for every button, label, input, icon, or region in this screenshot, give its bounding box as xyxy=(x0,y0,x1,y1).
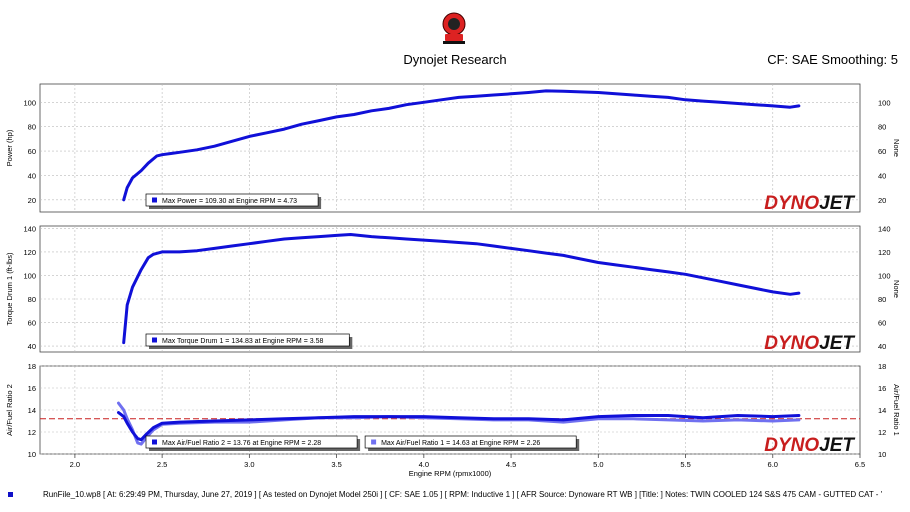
y-tick-label-right: 80 xyxy=(878,295,886,304)
legend-swatch xyxy=(152,337,157,343)
y-axis-label: Power (hp) xyxy=(5,129,14,166)
x-tick-label: 6.0 xyxy=(768,460,778,469)
legend-entry: Max Torque Drum 1 = 134.83 at Engine RPM… xyxy=(162,338,323,345)
legend-box xyxy=(145,435,358,449)
y-axis-label-right: Air/Fuel Ratio 1 xyxy=(892,384,901,436)
y-tick-label-right: 18 xyxy=(878,362,886,371)
x-tick-label: 4.5 xyxy=(506,460,516,469)
correction-factor-label: CF: SAE Smoothing: 5 xyxy=(767,52,898,67)
y-tick-label: 140 xyxy=(23,224,36,233)
plot-frame xyxy=(39,225,861,353)
dynojet-logo xyxy=(442,12,466,44)
y-tick-label-right: 100 xyxy=(878,271,891,280)
legend-entry: Max Power = 109.30 at Engine RPM = 4.73 xyxy=(162,198,297,205)
y-tick-label-right: 120 xyxy=(878,248,891,257)
y-tick-label-right: 40 xyxy=(878,342,886,351)
y-tick-label: 20 xyxy=(28,196,36,205)
y-tick-label: 12 xyxy=(28,428,36,437)
y-tick-label-right: 60 xyxy=(878,147,886,156)
x-tick-label: 2.5 xyxy=(157,460,167,469)
y-axis-label-right: None xyxy=(892,280,901,298)
panel-2: 40 40 60 60 80 80 100 100 120 120 140 140 Torque Dru… xyxy=(5,224,901,354)
run-info-footer: RunFile_10.wp8 [ At: 6:29:49 PM, Thursda… xyxy=(8,490,908,499)
legend-box xyxy=(145,193,319,207)
y-tick-label: 80 xyxy=(28,295,36,304)
y-tick-label-right: 10 xyxy=(878,450,886,459)
y-tick-label: 100 xyxy=(23,271,36,280)
legend-swatch xyxy=(152,439,157,445)
y-tick-label-right: 16 xyxy=(878,384,886,393)
page-title: Dynojet Research xyxy=(403,52,507,67)
x-tick-label: 3.5 xyxy=(331,460,341,469)
x-tick-label: 5.0 xyxy=(593,460,603,469)
plot-frame xyxy=(39,83,861,213)
y-axis-label: Torque Drum 1 (ft-lbs) xyxy=(5,252,14,325)
y-tick-label: 120 xyxy=(23,248,36,257)
y-tick-label-right: 60 xyxy=(878,319,886,328)
y-axis-label-right: None xyxy=(892,139,901,157)
x-tick-label: 2.0 xyxy=(70,460,80,469)
y-tick-label: 60 xyxy=(28,319,36,328)
y-tick-label: 14 xyxy=(28,406,36,415)
y-tick-label-right: 80 xyxy=(878,123,886,132)
legend-swatch xyxy=(371,439,377,445)
y-tick-label: 100 xyxy=(23,98,36,107)
series-line xyxy=(122,233,801,345)
legend-box xyxy=(364,435,577,449)
y-tick-label: 80 xyxy=(28,123,36,132)
y-tick-label-right: 20 xyxy=(878,196,886,205)
dynojet-watermark: DYNOJET xyxy=(764,435,855,456)
y-tick-label: 18 xyxy=(28,362,36,371)
x-axis-label: Engine RPM (rpmx1000) xyxy=(409,469,492,478)
dyno-chart: 20 20 40 40 60 60 80 80 100 100 Power (hp) None Max … xyxy=(5,83,901,478)
x-tick-label: 6.5 xyxy=(855,460,865,469)
panel-3: 10 10 12 12 14 14 16 16 18 18 Air/Fuel Ratio 2 Air/… xyxy=(5,362,901,459)
dynojet-watermark: DYNOJET xyxy=(764,333,855,354)
y-tick-label-right: 140 xyxy=(878,224,891,233)
y-tick-label-right: 40 xyxy=(878,171,886,180)
x-tick-label: 4.0 xyxy=(419,460,429,469)
dynojet-watermark: DYNOJET xyxy=(764,193,855,214)
y-tick-label: 40 xyxy=(28,171,36,180)
series-line xyxy=(122,89,801,202)
legend-entry: Max Air/Fuel Ratio 2 = 13.76 at Engine R… xyxy=(162,440,321,447)
y-tick-label: 40 xyxy=(28,342,36,351)
run-marker-icon xyxy=(8,492,13,498)
panel-1: 20 20 40 40 60 60 80 80 100 100 Power (hp) None Max … xyxy=(5,83,901,214)
y-axis-label: Air/Fuel Ratio 2 xyxy=(5,384,14,436)
legend-box xyxy=(145,333,350,347)
y-tick-label-right: 12 xyxy=(878,428,886,437)
y-tick-label: 16 xyxy=(28,384,36,393)
series-line xyxy=(117,411,801,442)
legend-entry: Max Air/Fuel Ratio 1 = 14.63 at Engine R… xyxy=(381,440,540,447)
y-tick-label: 10 xyxy=(28,450,36,459)
legend-swatch xyxy=(152,197,157,203)
y-tick-label: 60 xyxy=(28,147,36,156)
footer-text: RunFile_10.wp8 [ At: 6:29:49 PM, Thursda… xyxy=(43,490,883,499)
x-tick-label: 5.5 xyxy=(680,460,690,469)
y-tick-label-right: 100 xyxy=(878,98,891,107)
x-tick-label: 3.0 xyxy=(244,460,254,469)
y-tick-label-right: 14 xyxy=(878,406,886,415)
